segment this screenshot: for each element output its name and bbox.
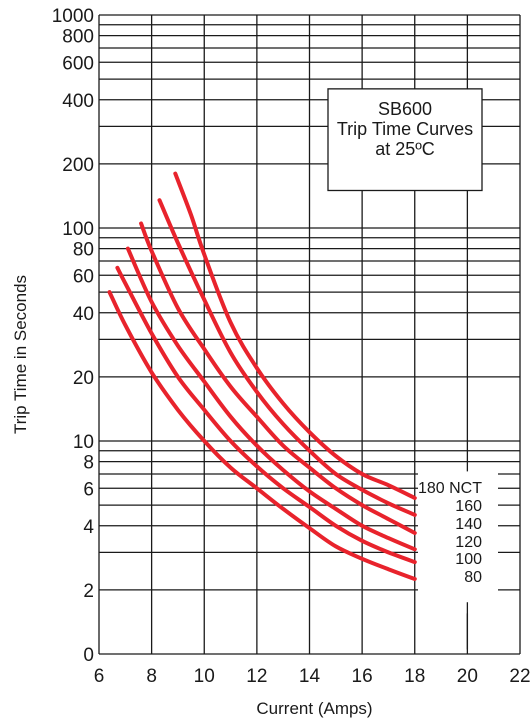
y-tick-label: 40: [73, 304, 94, 325]
curve-label: 120: [455, 534, 482, 551]
y-axis-title: Trip Time in Seconds: [11, 275, 30, 434]
y-tick-label: 400: [62, 91, 94, 112]
y-tick-label: 200: [62, 155, 94, 176]
chart-title-line: at 25ºC: [375, 139, 435, 159]
x-tick-label: 10: [194, 666, 215, 687]
y-tick-label: 1000: [52, 6, 94, 27]
y-tick-label: 2: [83, 581, 94, 602]
y-tick-label: 100: [62, 219, 94, 240]
curve-label: 80: [464, 569, 482, 586]
curve-120: [125, 246, 417, 552]
y-tick-label: 6: [83, 479, 94, 500]
title-box-frame: [327, 88, 483, 192]
x-tick-label: 14: [299, 666, 321, 687]
x-tick-label: 16: [352, 666, 373, 687]
curves: [107, 171, 417, 581]
y-tick-label: 10: [73, 432, 94, 453]
y-tick-label: 0: [83, 645, 94, 666]
y-tick-label: 60: [73, 266, 94, 287]
x-tick-label: 8: [146, 666, 157, 687]
chart-title-line: SB600: [378, 99, 432, 119]
y-tick-label: 800: [62, 27, 94, 48]
y-tick-label: 4: [83, 517, 94, 538]
x-tick-label: 12: [246, 666, 267, 687]
curve-100: [115, 265, 417, 565]
y-tick-label: 20: [73, 368, 94, 389]
y-tick-label: 600: [62, 53, 94, 74]
curve-label: 100: [455, 551, 482, 568]
curve-label: 160: [455, 498, 482, 515]
curve-80: [107, 290, 417, 581]
x-tick-label: 6: [94, 666, 105, 687]
curve-180-nct: [173, 171, 417, 500]
curve-label: 140: [455, 516, 482, 533]
curve-160: [157, 198, 417, 517]
x-tick-label: 18: [404, 666, 425, 687]
x-tick-label: 20: [457, 666, 478, 687]
curve-140: [139, 221, 417, 535]
y-tick-label: 80: [73, 240, 94, 261]
chart-title-line: Trip Time Curves: [337, 119, 473, 139]
curve-label: 180 NCT: [418, 480, 482, 497]
x-axis-title: Current (Amps): [256, 699, 372, 718]
x-tick-label: 22: [509, 666, 530, 687]
curve-label-panel: [418, 471, 498, 603]
y-tick-label: 8: [83, 453, 94, 474]
